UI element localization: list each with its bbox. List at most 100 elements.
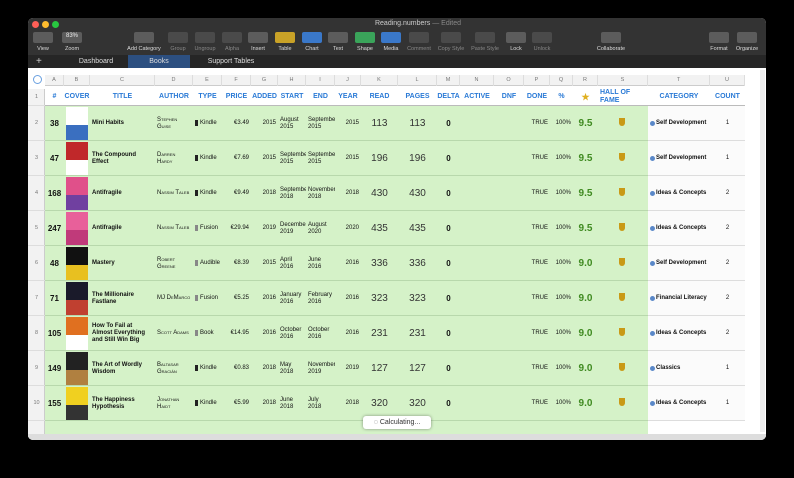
cell-read: 127 <box>371 362 388 374</box>
cell-author: Jonathan Haidt <box>157 396 180 410</box>
category-icon <box>650 191 655 196</box>
toolbar-icon[interactable] <box>381 32 401 43</box>
add-sheet[interactable]: + <box>36 56 42 67</box>
cell-count: 2 <box>725 295 730 302</box>
table-handle[interactable] <box>33 75 42 84</box>
cell-title: The Millionaire Fastlane <box>92 291 135 305</box>
header-cell: % <box>550 89 573 106</box>
cell-category: Self Development <box>656 260 707 267</box>
close-button[interactable] <box>32 21 39 28</box>
row-bg-right <box>648 386 745 421</box>
cell-year: 2018 <box>345 190 359 197</box>
toolbar-icon[interactable] <box>475 32 495 43</box>
column-letter: F <box>222 75 251 86</box>
cell-delta: 0 <box>446 118 451 128</box>
cell-author: Baltasar Gracián <box>157 361 179 375</box>
cell-title: The Compound Effect <box>92 151 136 165</box>
toolbar-label: Format <box>710 46 728 52</box>
cell-count: 2 <box>725 260 730 267</box>
book-cover <box>66 282 88 315</box>
header-cell: ACTIVE <box>460 89 494 106</box>
cell-title: Mini Habits <box>92 120 125 127</box>
toolbar-icon[interactable] <box>506 32 526 43</box>
row-number: 5 <box>28 211 45 246</box>
sheet-tab[interactable]: Dashboard <box>78 58 114 65</box>
row-bg-right <box>648 176 745 211</box>
toolbar-icon[interactable] <box>302 32 322 43</box>
cell-author: MJ DeMarco <box>157 295 191 302</box>
cell-pages: 336 <box>409 257 426 269</box>
toolbar-icon[interactable] <box>601 32 621 43</box>
toolbar-icon[interactable] <box>134 32 154 43</box>
toolbar-icon[interactable] <box>532 32 552 43</box>
type-icon <box>195 120 198 126</box>
cell-pct: 100% <box>555 260 571 267</box>
cell-price: €3.49 <box>233 120 249 127</box>
cell-category: Ideas & Concepts <box>656 330 707 337</box>
type-icon <box>195 155 198 161</box>
cell-start: May 2018 <box>280 361 294 375</box>
toolbar-icon[interactable] <box>62 32 82 43</box>
toolbar-icon[interactable] <box>33 32 53 43</box>
cell-read: 430 <box>371 187 388 199</box>
sheet-tab[interactable]: Support Tables <box>207 58 255 65</box>
toolbar-label: Paste Style <box>471 46 499 52</box>
cell-done: TRUE <box>531 365 548 372</box>
toolbar-icon[interactable] <box>737 32 757 43</box>
toolbar-icon[interactable] <box>441 32 461 43</box>
row-bg <box>45 316 648 351</box>
cell-end: June 2016 <box>308 256 322 270</box>
trophy-icon <box>619 188 625 196</box>
row-number: 1 <box>28 89 45 106</box>
cell-category: Ideas & Concepts <box>656 400 707 407</box>
status-popup: ◌ Calculating... <box>363 416 431 429</box>
cell-start: September 2015 <box>280 151 306 165</box>
cell-type: Fusion <box>200 225 219 232</box>
cell-pct: 100% <box>555 155 571 162</box>
type-icon <box>195 260 198 266</box>
toolbar-icon[interactable] <box>355 32 375 43</box>
header-cell: AUTHOR <box>155 89 193 106</box>
toolbar-label: Add Category <box>127 46 161 52</box>
cell-category: Financial Literacy <box>656 295 707 302</box>
row-bg <box>45 421 648 435</box>
minimize-button[interactable] <box>42 21 49 28</box>
row-number: 6 <box>28 246 45 281</box>
cell-price: €7.69 <box>233 155 249 162</box>
cell-category: Self Development <box>656 155 707 162</box>
row-number: 3 <box>28 141 45 176</box>
toolbar-label: View <box>37 46 49 52</box>
header-cell: READ <box>361 89 398 106</box>
toolbar-icon[interactable] <box>709 32 729 43</box>
cell-start: September 2018 <box>280 186 306 200</box>
toolbar-icon[interactable] <box>195 32 215 43</box>
tab-bar <box>28 55 766 68</box>
cell-start: January 2016 <box>280 291 302 305</box>
toolbar-icon[interactable] <box>168 32 188 43</box>
trophy-icon <box>619 223 625 231</box>
type-icon <box>195 330 198 336</box>
toolbar-icon[interactable] <box>248 32 268 43</box>
cell-author: Nassim Taleb <box>157 225 190 232</box>
zoom-button[interactable] <box>52 21 59 28</box>
status-text: Calculating... <box>379 419 421 426</box>
toolbar-label: Collaborate <box>596 46 626 52</box>
toolbar-icon[interactable] <box>275 32 295 43</box>
column-letter: D <box>155 75 193 86</box>
toolbar-label: Unlock <box>533 46 551 52</box>
row-bg-right <box>648 246 745 281</box>
toolbar-icon[interactable] <box>409 32 429 43</box>
cell-title: The Art of Wordly Wisdom <box>92 361 142 375</box>
cell-count: 1 <box>725 155 730 162</box>
row-bg <box>45 246 648 281</box>
cell-rating: 9.0 <box>578 362 593 374</box>
book-cover <box>66 352 88 385</box>
sheet-tab[interactable]: Books <box>128 55 190 68</box>
cell-end: February 2016 <box>308 291 333 305</box>
cell-rating: 9.0 <box>578 257 593 269</box>
toolbar-icon[interactable] <box>328 32 348 43</box>
cell-read: 320 <box>371 397 388 409</box>
cell-author: Scott Adams <box>157 330 189 337</box>
toolbar-icon[interactable] <box>222 32 242 43</box>
column-letter: L <box>398 75 437 86</box>
